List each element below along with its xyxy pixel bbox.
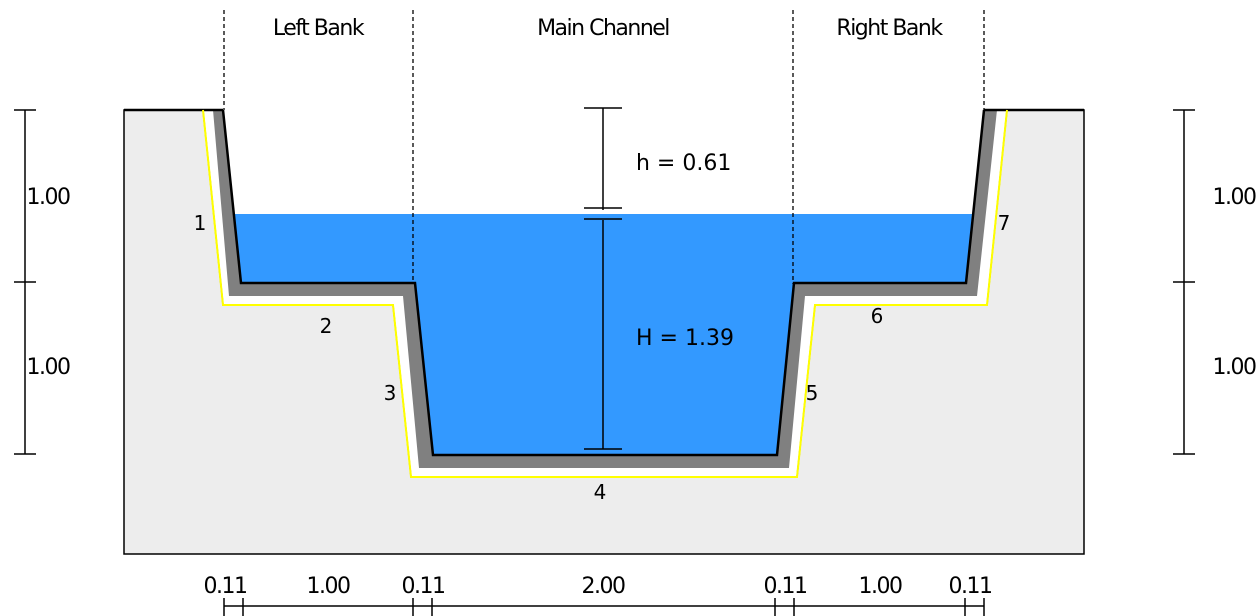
channel-outline — [221, 109, 986, 457]
segment-label-2: 2 — [320, 314, 333, 338]
segment-label-6: 6 — [871, 304, 884, 328]
segment-label-4: 4 — [594, 480, 607, 504]
right-height-dimension — [1173, 109, 1195, 455]
bottom-width-dimension — [223, 598, 985, 616]
left-bank-label: Left Bank — [273, 16, 365, 41]
segment-label-5: 5 — [806, 381, 819, 405]
channel-lining — [213, 110, 997, 468]
section-dividers — [223, 10, 985, 284]
depth-dimension — [584, 107, 622, 450]
water-depth-label: H = 1.39 — [636, 326, 734, 351]
right-dim-lower: 1.00 — [1213, 355, 1256, 380]
right-dim-upper: 1.00 — [1213, 185, 1256, 210]
width-dim-main-channel: 2.00 — [582, 574, 625, 599]
left-dim-lower: 1.00 — [27, 355, 70, 380]
segment-label-3: 3 — [384, 381, 397, 405]
width-dim-right-slope: 0.11 — [764, 574, 807, 599]
segment-label-7: 7 — [998, 211, 1011, 235]
left-height-dimension — [14, 109, 36, 455]
width-dim-left-bank: 1.00 — [307, 574, 350, 599]
width-dim-right-bank: 1.00 — [859, 574, 902, 599]
freeboard-label: h = 0.61 — [636, 151, 731, 176]
width-dim-left-lining: 0.11 — [204, 574, 247, 599]
wetted-perimeter-line — [202, 109, 1008, 478]
right-bank-label: Right Bank — [836, 16, 943, 41]
width-dim-left-slope: 0.11 — [402, 574, 445, 599]
left-dim-upper: 1.00 — [27, 185, 70, 210]
main-channel-label: Main Channel — [537, 16, 669, 41]
width-dim-right-lining: 0.11 — [949, 574, 992, 599]
segment-label-1: 1 — [194, 211, 207, 235]
